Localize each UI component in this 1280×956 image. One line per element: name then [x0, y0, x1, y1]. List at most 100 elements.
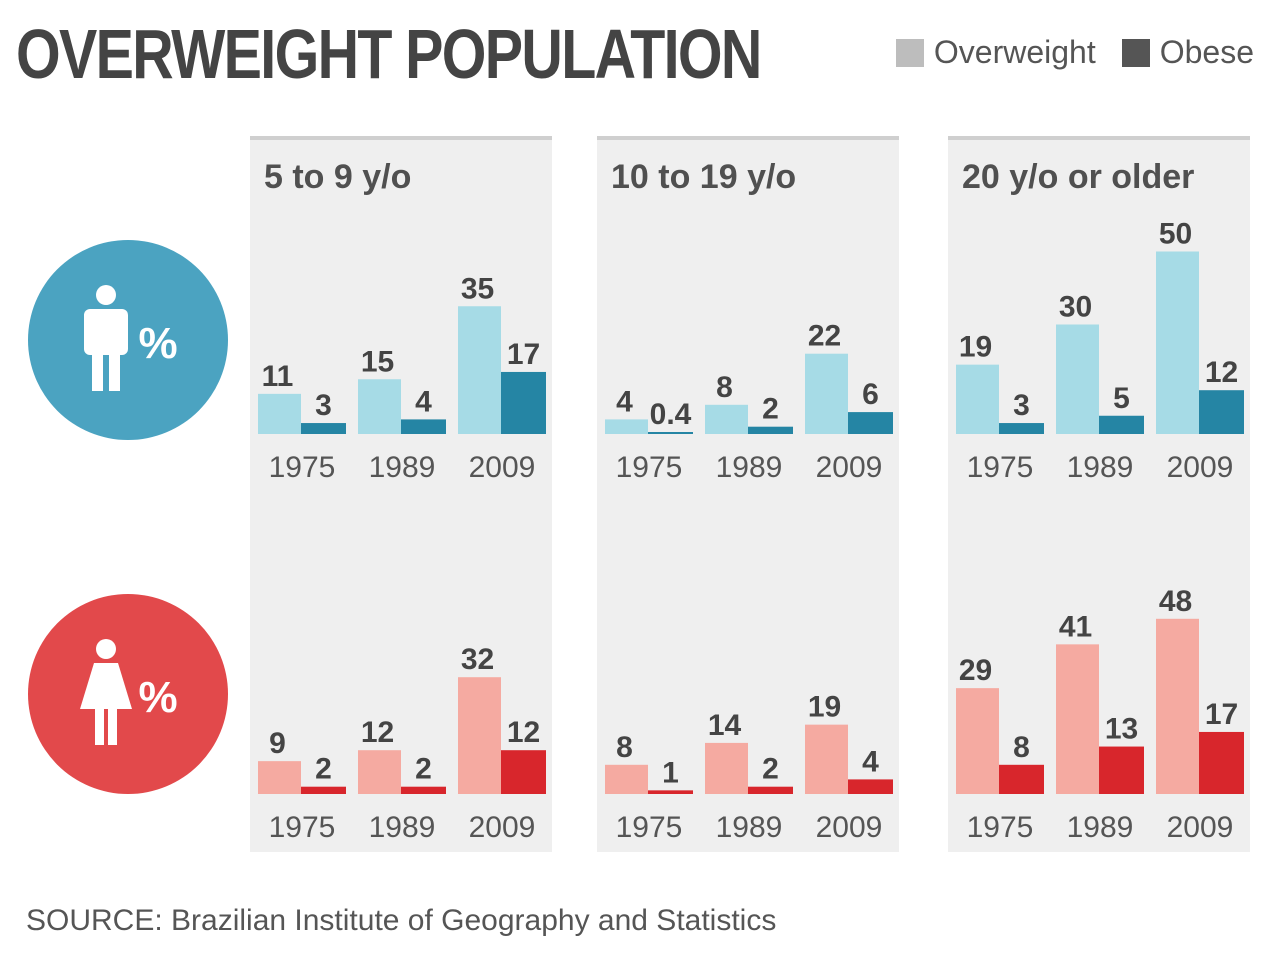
bar-overweight-male-2-1975	[605, 419, 648, 434]
bar-obese-female-1-1975	[301, 786, 346, 794]
label-obese-female-3-2009: 17	[1205, 698, 1238, 731]
bar-overweight-male-2-2009	[805, 353, 848, 434]
bar-obese-female-2-1975	[648, 790, 693, 794]
label-overweight-female-2-1975: 8	[616, 731, 633, 764]
bar-obese-male-3-2009	[1199, 390, 1244, 434]
label-overweight-male-1-2009: 35	[461, 272, 494, 305]
bar-obese-male-3-1989	[1099, 415, 1144, 434]
bar-obese-female-3-2009	[1199, 731, 1244, 794]
bar-overweight-male-2-1989	[705, 404, 748, 434]
bar-overweight-female-3-1989	[1056, 644, 1099, 794]
bar-overweight-female-3-2009	[1156, 618, 1199, 794]
legend-item-overweight: Overweight	[895, 34, 1096, 71]
label-obese-female-3-1989: 13	[1105, 713, 1138, 746]
label-obese-male-3-2009: 12	[1205, 356, 1238, 389]
label-overweight-female-1-2009: 32	[461, 643, 494, 676]
bar-obese-female-2-1989	[748, 786, 793, 794]
label-obese-female-1-1989: 2	[415, 753, 432, 786]
bar-overweight-female-2-1975	[605, 764, 648, 794]
label-overweight-male-3-1989: 30	[1059, 291, 1092, 324]
label-overweight-male-2-1975: 4	[616, 385, 633, 418]
legend-item-obese: Obese	[1121, 34, 1254, 71]
bar-overweight-male-1-2009	[458, 306, 501, 434]
year-label-male-2-2009: 2009	[816, 451, 883, 484]
bar-obese-female-2-2009	[848, 779, 893, 794]
male-percent-label: %	[138, 319, 177, 368]
bar-obese-female-1-1989	[401, 786, 446, 794]
label-overweight-male-1-1989: 15	[361, 345, 394, 378]
year-label-male-3-1975: 1975	[967, 451, 1034, 484]
bar-overweight-male-3-2009	[1156, 251, 1199, 434]
panel-top-border-3	[948, 136, 1250, 140]
year-label-male-1-2009: 2009	[469, 451, 536, 484]
bar-obese-male-2-2009	[848, 412, 893, 434]
bar-obese-male-1-1975	[301, 423, 346, 434]
panel-background-2	[597, 136, 899, 852]
label-overweight-female-3-1989: 41	[1059, 610, 1092, 643]
year-label-female-3-1989: 1989	[1067, 811, 1134, 844]
label-obese-male-3-1975: 3	[1013, 389, 1030, 422]
bar-overweight-female-2-1989	[705, 742, 748, 794]
legend-swatch-overweight	[895, 38, 924, 67]
label-obese-male-2-1975: 0.4	[650, 398, 692, 431]
chart-title: OVERWEIGHT POPULATION	[16, 15, 762, 93]
year-label-male-2-1975: 1975	[616, 451, 683, 484]
label-obese-male-1-1975: 3	[315, 389, 332, 422]
bar-obese-female-3-1989	[1099, 746, 1144, 794]
bar-obese-male-1-1989	[401, 419, 446, 434]
label-overweight-female-1-1989: 12	[361, 716, 394, 749]
source-note: SOURCE: Brazilian Institute of Geography…	[26, 904, 777, 937]
year-label-female-3-2009: 2009	[1167, 811, 1234, 844]
bar-overweight-female-3-1975	[956, 688, 999, 794]
year-label-male-3-1989: 1989	[1067, 451, 1134, 484]
bar-obese-female-3-1975	[999, 764, 1044, 794]
legend-label-obese: Obese	[1159, 34, 1254, 70]
female-percent-label: %	[138, 673, 177, 722]
male-person-icon	[84, 285, 128, 391]
label-overweight-male-1-1975: 11	[262, 360, 294, 393]
label-overweight-male-3-1975: 19	[959, 331, 992, 364]
female-person-icon	[80, 639, 132, 745]
bar-overweight-female-1-2009	[458, 677, 501, 794]
bar-overweight-female-1-1989	[358, 750, 401, 794]
panel-title-3: 20 y/o or older	[962, 158, 1194, 196]
bar-overweight-male-3-1989	[1056, 324, 1099, 434]
year-label-female-1-1975: 1975	[269, 811, 336, 844]
label-obese-male-3-1989: 5	[1113, 382, 1130, 415]
year-label-male-1-1975: 1975	[269, 451, 336, 484]
label-obese-male-1-2009: 17	[507, 338, 540, 371]
label-obese-male-1-1989: 4	[415, 385, 432, 418]
label-overweight-female-2-2009: 19	[808, 691, 841, 724]
bar-obese-male-1-2009	[501, 371, 546, 434]
label-overweight-male-3-2009: 50	[1159, 218, 1192, 251]
legend: Overweight Obese	[895, 34, 1254, 71]
label-obese-female-1-1975: 2	[315, 753, 332, 786]
label-obese-female-2-1989: 2	[762, 753, 779, 786]
label-overweight-female-1-1975: 9	[269, 727, 286, 760]
bar-obese-male-2-1989	[748, 426, 793, 434]
label-obese-female-3-1975: 8	[1013, 731, 1030, 764]
bar-obese-male-2-1975	[648, 432, 693, 434]
year-label-female-2-1975: 1975	[616, 811, 683, 844]
label-obese-female-1-2009: 12	[507, 716, 540, 749]
label-obese-female-2-2009: 4	[862, 745, 879, 778]
label-overweight-male-2-1989: 8	[716, 371, 733, 404]
chart-area: 5 to 9 y/o 10 to 19 y/o 20 y/o or older%% 1…	[28, 136, 1250, 852]
label-overweight-male-2-2009: 22	[808, 320, 841, 353]
bar-overweight-male-3-1975	[956, 364, 999, 434]
label-overweight-female-3-1975: 29	[959, 654, 992, 687]
bar-obese-female-1-2009	[501, 750, 546, 794]
panel-background-1	[250, 136, 552, 852]
year-label-female-1-2009: 2009	[469, 811, 536, 844]
panel-top-border-1	[250, 136, 552, 140]
bar-overweight-male-1-1989	[358, 379, 401, 434]
label-overweight-female-2-1989: 14	[708, 709, 742, 742]
panel-title-2: 10 to 19 y/o	[611, 158, 796, 196]
label-obese-male-2-1989: 2	[762, 393, 779, 426]
year-label-female-2-2009: 2009	[816, 811, 883, 844]
panel-top-border-2	[597, 136, 899, 140]
year-label-male-3-2009: 2009	[1167, 451, 1234, 484]
panel-title-1: 5 to 9 y/o	[264, 158, 411, 196]
label-overweight-female-3-2009: 48	[1159, 585, 1192, 618]
legend-label-overweight: Overweight	[933, 34, 1096, 70]
